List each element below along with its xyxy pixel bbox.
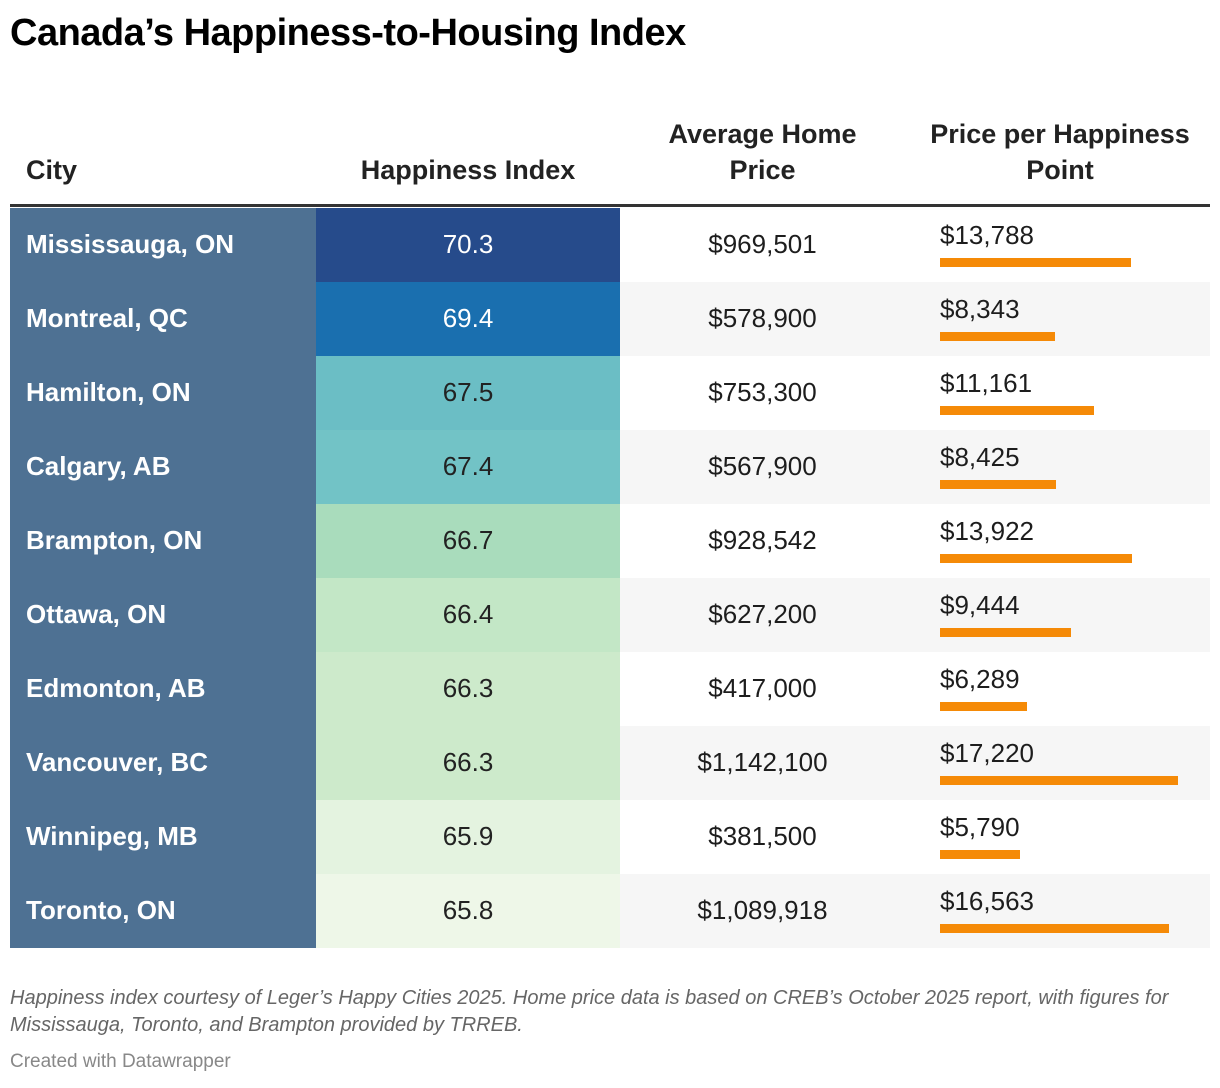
bar <box>940 850 1021 859</box>
bar <box>940 924 1169 933</box>
price-per-point-cell: $13,788 <box>905 208 1210 281</box>
happiness-cell: 66.7 <box>316 504 620 578</box>
price-per-point-cell: $16,563 <box>905 874 1210 947</box>
price-per-point-label: $11,161 <box>940 368 1033 398</box>
column-header: Happiness Index <box>360 155 576 185</box>
city-cell: Vancouver, BC <box>10 726 316 800</box>
happiness-cell: 67.5 <box>316 356 620 430</box>
price-cell: $567,900 <box>708 451 817 481</box>
happiness-cell: 67.4 <box>316 430 620 504</box>
price-per-point-cell: $6,289 <box>905 652 1210 725</box>
happiness-cell: 66.3 <box>316 652 620 726</box>
title: Canada’s Happiness-to-Housing Index <box>10 12 686 54</box>
price-per-point-cell: $5,790 <box>905 800 1210 873</box>
table-row: Montreal, QC 69.4 $578,900 $8,343 <box>10 282 1210 357</box>
price-per-point-label: $17,220 <box>940 738 1034 768</box>
price-cell: $1,142,100 <box>697 747 828 777</box>
column-header: Average Home Price <box>668 119 857 185</box>
price-cell: $969,501 <box>708 229 817 259</box>
price-per-point-cell: $8,343 <box>905 282 1210 355</box>
happiness-cell: 66.4 <box>316 578 620 652</box>
price-per-point-cell: $8,425 <box>905 430 1210 503</box>
table-row: Mississauga, ON 70.3 $969,501 $13,788 <box>10 208 1210 283</box>
table-row: Ottawa, ON 66.4 $627,200 $9,444 <box>10 578 1210 653</box>
table-row: Hamilton, ON 67.5 $753,300 $11,161 <box>10 356 1210 431</box>
city-cell: Ottawa, ON <box>10 578 316 652</box>
city-cell: Edmonton, AB <box>10 652 316 726</box>
price-cell: $928,542 <box>708 525 817 555</box>
table-row: Calgary, AB 67.4 $567,900 $8,425 <box>10 430 1210 505</box>
table-header: City Happiness Index Average Home Price Pri… <box>10 110 1210 207</box>
bar <box>940 332 1056 341</box>
credit: Created with Datawrapper <box>10 1051 231 1072</box>
price-cell: $578,900 <box>708 303 817 333</box>
bar <box>940 258 1131 267</box>
bar <box>940 628 1071 637</box>
price-cell: $627,200 <box>708 599 817 629</box>
price-cell: $417,000 <box>708 673 817 703</box>
happiness-cell: 70.3 <box>316 208 620 282</box>
table-row: Toronto, ON 65.8 $1,089,918 $16,563 <box>10 874 1210 948</box>
bar <box>940 702 1027 711</box>
price-cell: $1,089,918 <box>697 895 828 925</box>
happiness-cell: 66.3 <box>316 726 620 800</box>
column-header: City <box>26 155 78 185</box>
bar <box>940 554 1133 563</box>
price-per-point-cell: $17,220 <box>905 726 1210 799</box>
bar <box>940 776 1178 785</box>
city-cell: Hamilton, ON <box>10 356 316 430</box>
price-per-point-label: $13,788 <box>940 220 1034 250</box>
table-row: Vancouver, BC 66.3 $1,142,100 $17,220 <box>10 726 1210 801</box>
price-per-point-label: $13,922 <box>940 516 1034 546</box>
price-per-point-label: $8,425 <box>940 442 1020 472</box>
city-cell: Winnipeg, MB <box>10 800 316 874</box>
price-per-point-cell: $11,161 <box>905 356 1210 429</box>
price-per-point-cell: $9,444 <box>905 578 1210 651</box>
price-per-point-label: $5,790 <box>940 812 1020 842</box>
bar <box>940 480 1057 489</box>
price-per-point-label: $6,289 <box>940 664 1020 694</box>
price-per-point-label: $8,343 <box>940 294 1020 324</box>
city-cell: Brampton, ON <box>10 504 316 578</box>
happiness-cell: 69.4 <box>316 282 620 356</box>
price-per-point-label: $16,563 <box>940 886 1034 916</box>
footnote: Happiness index courtesy of Leger’s Happ… <box>10 987 1169 1036</box>
table-row: Brampton, ON 66.7 $928,542 $13,922 <box>10 504 1210 579</box>
price-cell: $753,300 <box>708 377 817 407</box>
city-cell: Montreal, QC <box>10 282 316 356</box>
city-cell: Calgary, AB <box>10 430 316 504</box>
happiness-cell: 65.8 <box>316 874 620 948</box>
price-per-point-label: $9,444 <box>940 590 1020 620</box>
table-row: Winnipeg, MB 65.9 $381,500 $5,790 <box>10 800 1210 875</box>
happiness-cell: 65.9 <box>316 800 620 874</box>
price-per-point-cell: $13,922 <box>905 504 1210 577</box>
price-cell: $381,500 <box>708 821 817 851</box>
table-row: Edmonton, AB 66.3 $417,000 $6,289 <box>10 652 1210 727</box>
bar <box>940 406 1095 415</box>
city-cell: Toronto, ON <box>10 874 316 948</box>
column-header: Price per Happiness Point <box>930 119 1190 185</box>
city-cell: Mississauga, ON <box>10 208 316 282</box>
